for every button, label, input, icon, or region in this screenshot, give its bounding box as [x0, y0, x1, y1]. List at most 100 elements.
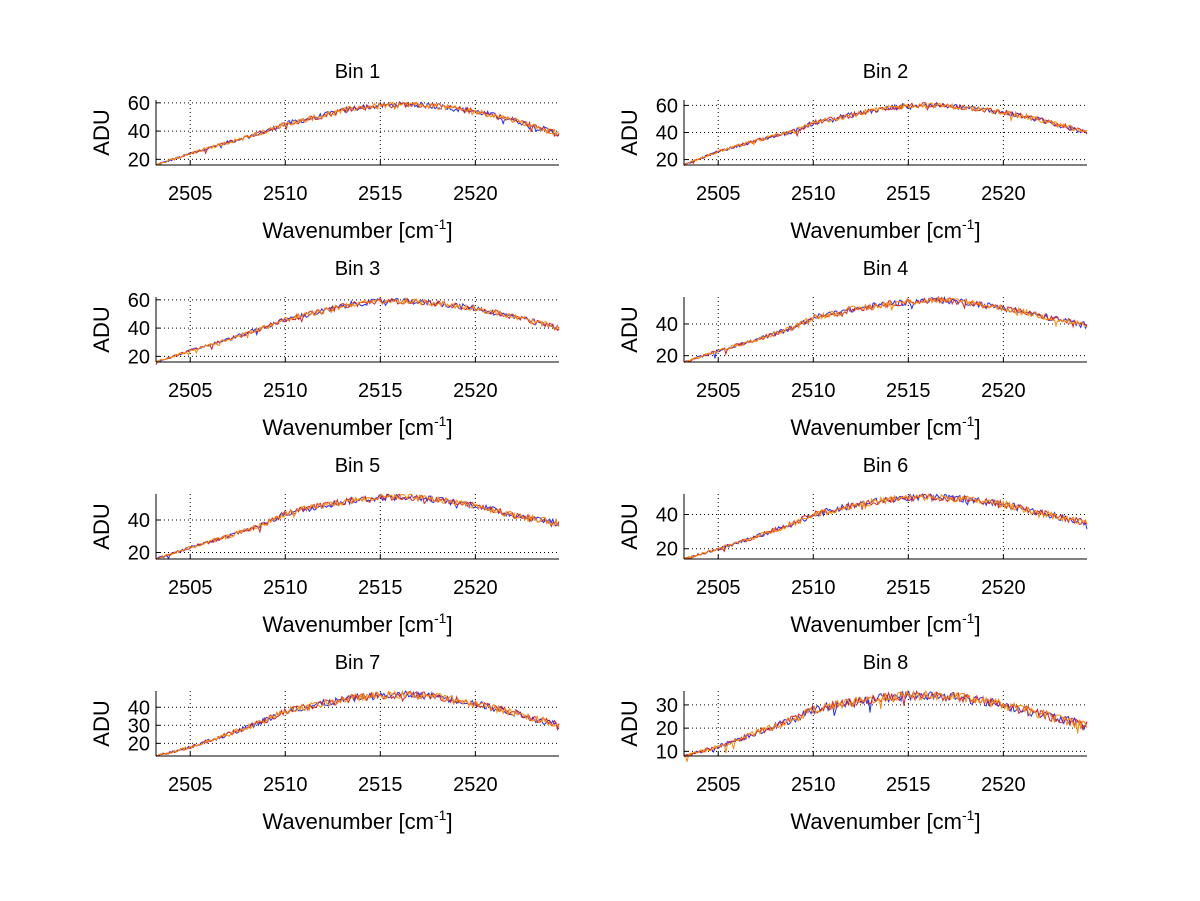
subplot-title: Bin 4 [863, 258, 909, 280]
y-tick-label: 40 [128, 510, 150, 532]
subplot-title: Bin 7 [335, 652, 381, 674]
x-tick-label: 2515 [886, 380, 931, 402]
x-tick-label: 2510 [263, 183, 308, 205]
series-line-2 [683, 102, 1088, 166]
series-line-2 [683, 690, 1088, 758]
x-tick-label: 2520 [981, 380, 1026, 402]
x-axis-label: Wavenumber [cm-1] [790, 216, 980, 243]
subplot-title: Bin 5 [335, 455, 381, 477]
y-axis-label: ADU [617, 109, 642, 155]
x-axis-label: Wavenumber [cm-1] [790, 413, 980, 440]
subplot-2: Bin 2 2505 2510 2515 2520 20 40 60 ADU Wavenumber… [617, 61, 1088, 243]
x-axis-label: Wavenumber [cm-1] [262, 807, 452, 834]
y-tick-label: 20 [656, 150, 678, 172]
y-tick-label: 20 [128, 543, 150, 565]
y-tick-label: 20 [128, 346, 150, 368]
y-tick-label: 20 [656, 718, 678, 740]
subplot-title: Bin 3 [335, 258, 381, 280]
subplot-title: Bin 6 [863, 455, 909, 477]
series-line-2 [683, 493, 1088, 560]
x-tick-label: 2505 [168, 380, 213, 402]
series-line-1 [683, 101, 1088, 167]
series-line-3 [155, 296, 560, 362]
x-tick-label: 2515 [886, 774, 931, 796]
x-tick-label: 2505 [696, 577, 741, 599]
series-line-3 [155, 493, 560, 560]
series-line-1 [155, 100, 560, 166]
y-tick-label: 40 [128, 697, 150, 719]
x-tick-label: 2510 [791, 577, 836, 599]
series-line-3 [155, 101, 560, 166]
x-tick-label: 2520 [453, 774, 498, 796]
y-axis-label: ADU [89, 700, 114, 746]
x-axis-label: Wavenumber [cm-1] [262, 610, 452, 637]
x-tick-label: 2520 [453, 577, 498, 599]
y-tick-label: 40 [128, 318, 150, 340]
series-line-3 [683, 102, 1088, 166]
x-tick-label: 2510 [263, 577, 308, 599]
y-tick-label: 60 [128, 290, 150, 312]
subplot-title: Bin 1 [335, 61, 381, 83]
series-line-2 [155, 101, 560, 166]
y-tick-label: 40 [656, 123, 678, 145]
x-tick-label: 2520 [453, 380, 498, 402]
series-line-1 [155, 297, 560, 363]
x-tick-label: 2510 [263, 380, 308, 402]
y-axis-label: ADU [617, 503, 642, 549]
series-line-2 [155, 690, 560, 757]
y-tick-label: 20 [656, 346, 678, 368]
x-tick-label: 2505 [168, 774, 213, 796]
subplot-6: Bin 6 2505 2510 2515 2520 20 40 ADU Wavenumber [… [617, 455, 1088, 637]
x-tick-label: 2515 [358, 577, 403, 599]
x-tick-label: 2510 [791, 774, 836, 796]
y-tick-label: 30 [656, 695, 678, 717]
x-tick-label: 2515 [886, 577, 931, 599]
y-axis-label: ADU [617, 306, 642, 352]
x-tick-label: 2510 [791, 183, 836, 205]
series-line-1 [155, 493, 560, 560]
x-tick-label: 2510 [263, 774, 308, 796]
x-tick-label: 2515 [358, 380, 403, 402]
x-axis-label: Wavenumber [cm-1] [790, 610, 980, 637]
subplot-4: Bin 4 2505 2510 2515 2520 20 40 ADU Wavenumber [… [617, 258, 1088, 440]
x-axis-label: Wavenumber [cm-1] [262, 216, 452, 243]
x-tick-label: 2520 [981, 183, 1026, 205]
y-axis-label: ADU [89, 306, 114, 352]
x-tick-label: 2520 [981, 577, 1026, 599]
y-tick-label: 40 [128, 121, 150, 143]
x-tick-label: 2505 [696, 183, 741, 205]
y-tick-label: 60 [656, 95, 678, 117]
series-line-2 [155, 297, 560, 365]
subplot-title: Bin 8 [863, 652, 909, 674]
y-tick-label: 10 [656, 741, 678, 763]
series-line-3 [683, 689, 1088, 762]
y-tick-label: 20 [128, 733, 150, 755]
series-line-1 [155, 690, 560, 757]
x-tick-label: 2510 [791, 380, 836, 402]
series-line-2 [683, 295, 1088, 363]
subplot-3: Bin 3 2505 2510 2515 2520 20 40 60 ADU Wavenumber… [89, 258, 560, 440]
x-axis-label: Wavenumber [cm-1] [790, 807, 980, 834]
x-tick-label: 2515 [358, 774, 403, 796]
x-tick-label: 2520 [981, 774, 1026, 796]
y-axis-label: ADU [89, 109, 114, 155]
subplot-5: Bin 5 2505 2510 2515 2520 20 40 ADU Wavenumber [… [89, 455, 560, 637]
x-axis-label: Wavenumber [cm-1] [262, 413, 452, 440]
x-tick-label: 2505 [696, 774, 741, 796]
series-line-2 [155, 492, 560, 560]
subplot-1: Bin 1 2505 2510 2515 2520 20 40 60 ADU Wavenumber… [89, 61, 560, 243]
y-tick-label: 60 [128, 93, 150, 115]
x-tick-label: 2505 [168, 183, 213, 205]
y-tick-label: 40 [656, 505, 678, 527]
x-tick-label: 2505 [168, 577, 213, 599]
series-line-3 [683, 296, 1088, 363]
x-tick-label: 2520 [453, 183, 498, 205]
y-tick-label: 40 [656, 314, 678, 336]
y-tick-label: 20 [128, 149, 150, 171]
y-tick-label: 20 [656, 539, 678, 561]
x-tick-label: 2515 [358, 183, 403, 205]
subplot-title: Bin 2 [863, 61, 909, 83]
